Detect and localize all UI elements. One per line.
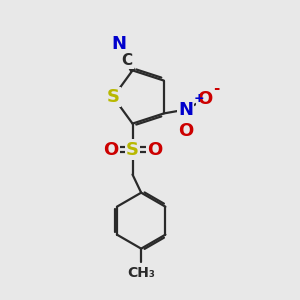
- Text: CH₃: CH₃: [127, 266, 155, 280]
- Text: O: O: [197, 90, 212, 108]
- Text: -: -: [213, 81, 219, 96]
- Text: N: N: [178, 100, 193, 118]
- Text: O: O: [147, 140, 162, 158]
- Text: S: S: [126, 140, 139, 158]
- Text: N: N: [111, 35, 126, 53]
- Text: O: O: [178, 122, 193, 140]
- Text: C: C: [122, 53, 133, 68]
- Text: +: +: [194, 92, 204, 105]
- Text: S: S: [107, 88, 120, 106]
- Text: O: O: [103, 140, 118, 158]
